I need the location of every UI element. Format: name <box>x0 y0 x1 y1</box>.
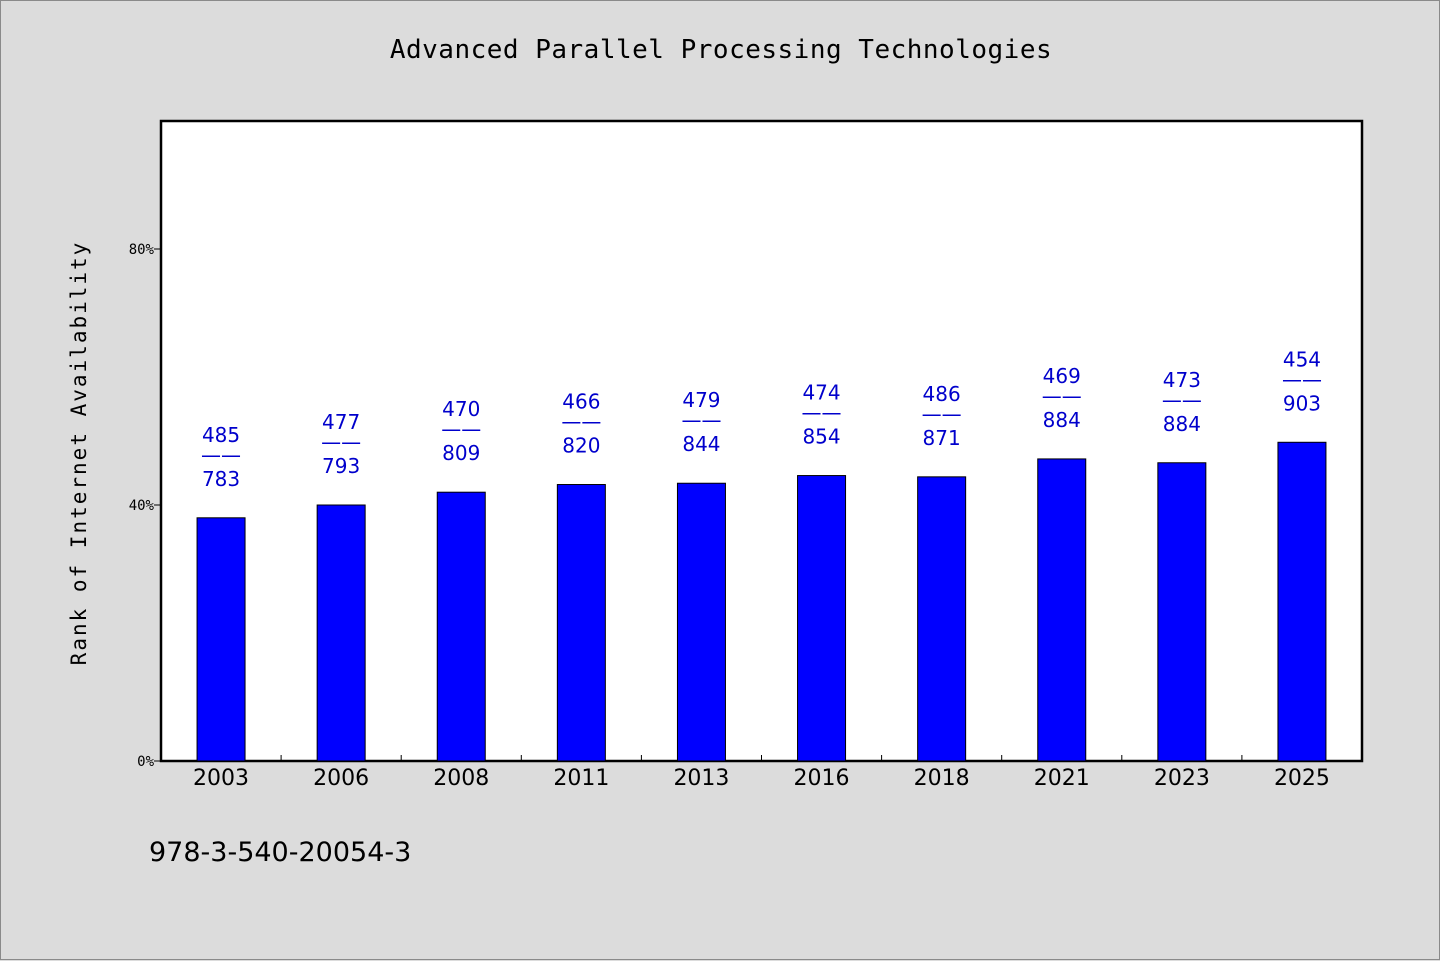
data-label-separator: —— <box>1282 367 1322 391</box>
data-label-separator: —— <box>1162 388 1202 412</box>
data-label-bottom: 871 <box>923 426 961 450</box>
data-label-bottom: 844 <box>682 432 720 456</box>
data-label-top: 473 <box>1163 368 1201 392</box>
data-label-top: 474 <box>802 381 840 405</box>
data-label-separator: —— <box>321 430 361 454</box>
bar <box>556 484 606 762</box>
isbn-code: 978-3-540-20054-3 <box>149 837 412 868</box>
data-label-bottom: 809 <box>442 441 480 465</box>
data-label-separator: —— <box>1042 384 1082 408</box>
data-label-separator: —— <box>441 417 481 441</box>
data-label-separator: —— <box>681 408 721 432</box>
data-label-top: 454 <box>1283 347 1321 371</box>
data-label-bottom: 793 <box>322 454 360 478</box>
y-tick-label: 80% <box>129 242 155 258</box>
data-label-top: 470 <box>442 397 480 421</box>
data-label-top: 466 <box>562 390 600 414</box>
x-tick-label: 2006 <box>313 766 369 791</box>
x-tick-label: 2025 <box>1274 766 1330 791</box>
bar <box>676 482 726 762</box>
data-label-separator: —— <box>802 401 842 425</box>
data-label-separator: —— <box>561 410 601 434</box>
x-tick-label: 2021 <box>1034 766 1090 791</box>
data-label-bottom: 884 <box>1043 408 1081 432</box>
data-label-top: 485 <box>202 423 240 447</box>
data-label-top: 477 <box>322 410 360 434</box>
x-tick-label: 2008 <box>433 766 489 791</box>
bar <box>316 504 366 762</box>
bar <box>1277 441 1327 762</box>
x-tick-label: 2023 <box>1154 766 1210 791</box>
x-tick-label: 2003 <box>193 766 249 791</box>
data-label-bottom: 903 <box>1283 391 1321 415</box>
x-tick-label: 2016 <box>794 766 850 791</box>
bar <box>436 491 486 762</box>
bar <box>917 476 967 762</box>
x-tick-label: 2011 <box>553 766 609 791</box>
y-tick-label: 40% <box>129 498 155 514</box>
data-label-separator: —— <box>201 443 241 467</box>
x-tick-label: 2013 <box>673 766 729 791</box>
data-label-separator: —— <box>922 402 962 426</box>
data-label-top: 486 <box>923 382 961 406</box>
bar <box>1157 462 1207 762</box>
data-label-bottom: 854 <box>802 425 840 449</box>
chart-title: Advanced Parallel Processing Technologie… <box>389 35 1053 65</box>
data-label-bottom: 884 <box>1163 412 1201 436</box>
data-label-bottom: 783 <box>202 467 240 491</box>
bar <box>1037 458 1087 762</box>
x-tick-label: 2018 <box>914 766 970 791</box>
data-label-bottom: 820 <box>562 434 600 458</box>
data-label-top: 469 <box>1043 364 1081 388</box>
data-label-top: 479 <box>682 388 720 412</box>
bar <box>196 517 246 762</box>
bar <box>797 475 847 762</box>
y-tick-label: 0% <box>137 754 154 770</box>
